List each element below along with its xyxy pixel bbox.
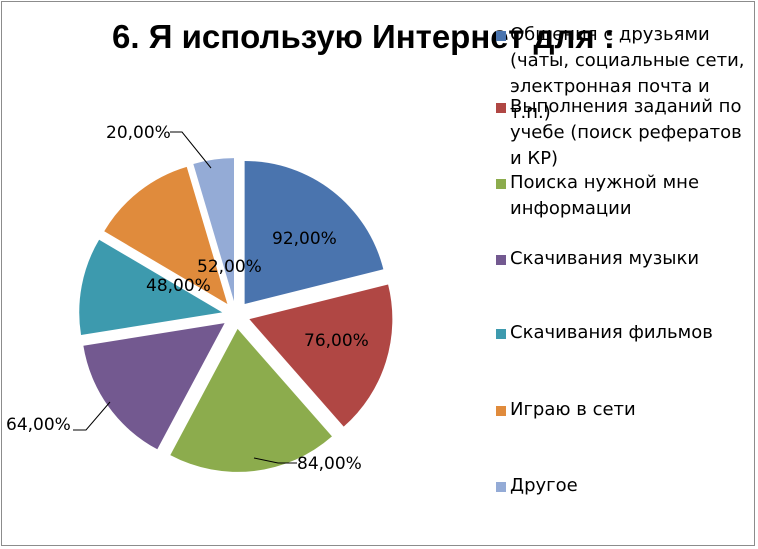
chart-title: 6. Я использую Интернет для : bbox=[112, 18, 615, 55]
data-label: 64,00% bbox=[6, 415, 71, 435]
legend-swatch bbox=[496, 31, 506, 41]
legend-label: Общения с друзьями (чаты, социальные сет… bbox=[510, 24, 745, 123]
data-label: 48,00% bbox=[146, 276, 211, 296]
leader-lines bbox=[73, 131, 297, 464]
data-label: 20,00% bbox=[106, 123, 171, 143]
pie-slice bbox=[170, 328, 332, 472]
data-labels: 92,00% 76,00% 84,00% 64,00% 48,00%52,00% 20,0… bbox=[6, 123, 369, 474]
legend-item-other: Другое bbox=[496, 473, 752, 499]
legend-swatch bbox=[496, 103, 506, 113]
legend-label: Играю в сети bbox=[510, 399, 636, 420]
legend-swatch bbox=[496, 482, 506, 492]
legend-item-study: Выполнения заданий по учебе (поиск рефер… bbox=[496, 94, 752, 172]
leader-line bbox=[253, 457, 297, 464]
leader-line bbox=[170, 131, 212, 169]
pie-slice bbox=[83, 323, 225, 450]
pie-slice bbox=[193, 158, 234, 302]
legend-swatch bbox=[496, 329, 506, 339]
pie-slice bbox=[244, 160, 384, 304]
data-label: 84,00% bbox=[297, 454, 362, 474]
legend-item-gaming: Играю в сети bbox=[496, 397, 752, 423]
legend-swatch bbox=[496, 406, 506, 416]
legend-item-communication: Общения с друзьями (чаты, социальные сет… bbox=[496, 22, 752, 126]
legend-item-movies: Скачивания фильмов bbox=[496, 320, 752, 346]
pie-slice bbox=[79, 239, 223, 335]
leader-line bbox=[73, 401, 111, 431]
data-label: 76,00% bbox=[304, 331, 369, 351]
legend-swatch bbox=[496, 179, 506, 189]
legend-label: Скачивания фильмов bbox=[510, 322, 713, 343]
pie-slice bbox=[249, 284, 393, 427]
legend-item-music: Скачивания музыки bbox=[496, 246, 752, 272]
legend-label: Другое bbox=[510, 475, 578, 496]
pie-slices bbox=[79, 158, 393, 472]
legend-item-information: Поиска нужной мне информации bbox=[496, 170, 752, 222]
pie-slice bbox=[104, 166, 228, 304]
legend-label: Скачивания музыки bbox=[510, 248, 700, 269]
legend-swatch bbox=[496, 255, 506, 265]
legend-label: Поиска нужной мне информации bbox=[510, 172, 700, 219]
data-label: 92,00% bbox=[272, 229, 337, 249]
legend-label: Выполнения заданий по учебе (поиск рефер… bbox=[510, 96, 742, 169]
data-label: 52,00% bbox=[197, 257, 262, 277]
